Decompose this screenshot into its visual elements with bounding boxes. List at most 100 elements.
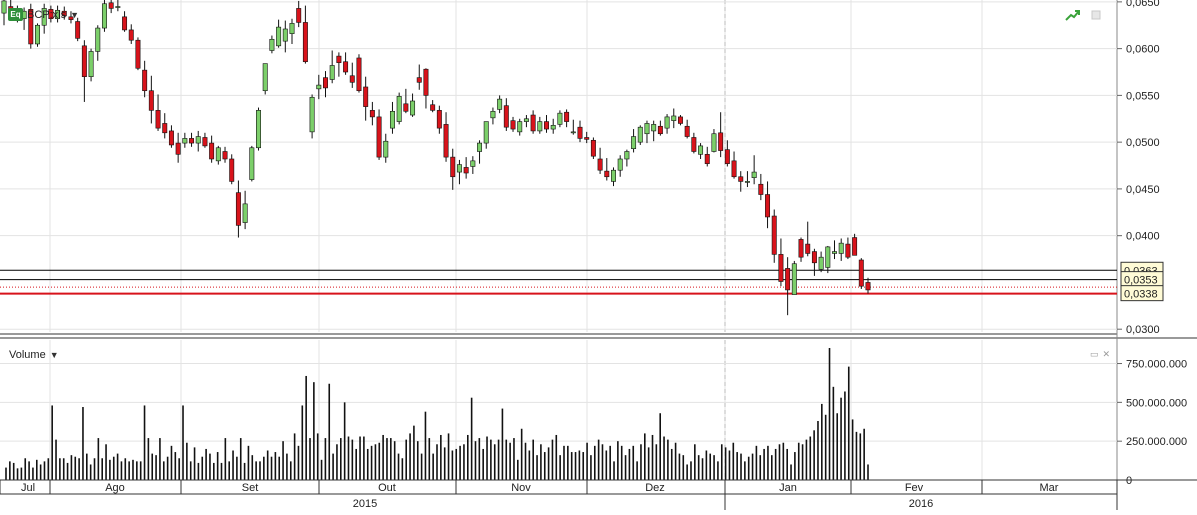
candle-up <box>55 9 61 20</box>
candle-up <box>490 110 496 119</box>
volume-tick-label: 0 <box>1126 475 1132 487</box>
candle-up <box>550 125 556 130</box>
ticker-label: BCP:xls <box>27 8 67 21</box>
candle-up <box>523 118 529 122</box>
candle-up <box>262 63 268 92</box>
minimize-icon[interactable]: ▭ <box>1090 349 1099 359</box>
candle-down <box>68 16 74 20</box>
candle-down <box>544 121 549 130</box>
candle-up <box>651 124 657 132</box>
candle-down <box>122 16 128 31</box>
candle-up <box>644 123 650 135</box>
close-icon[interactable]: ✕ <box>1102 349 1111 359</box>
candle-up <box>537 121 543 132</box>
candle-down <box>604 170 610 178</box>
candle-down <box>657 125 663 135</box>
candle-down <box>530 114 536 132</box>
candle-down <box>323 77 328 89</box>
volume-tick-label: 750.000.000 <box>1126 359 1187 371</box>
candle-down <box>436 110 442 129</box>
price-level-label: 0,0338 <box>1124 289 1158 301</box>
candle-up <box>570 131 576 134</box>
candle-up <box>611 169 616 182</box>
candle-down <box>296 8 302 23</box>
candle-down <box>811 251 817 264</box>
candle-down <box>48 9 54 20</box>
candle-down <box>28 9 34 45</box>
candle-down <box>343 61 349 73</box>
candle-down <box>443 124 449 158</box>
month-label: Mar <box>1040 482 1059 494</box>
candle-down <box>189 138 195 144</box>
candle-down <box>416 77 422 83</box>
candle-up <box>818 256 824 270</box>
panel-settings-icon[interactable] <box>1091 10 1101 20</box>
candle-down <box>510 120 516 130</box>
candle-up <box>751 171 757 178</box>
candle-up <box>744 181 750 183</box>
candle-up <box>470 160 476 167</box>
candle-down <box>684 125 690 137</box>
month-label: Fev <box>905 482 924 494</box>
chart-toolbar <box>1065 8 1101 22</box>
candle-down <box>778 254 784 282</box>
candle-down <box>798 239 804 258</box>
candle-down <box>858 259 864 287</box>
candle-up <box>838 242 844 254</box>
candle-down <box>785 268 791 291</box>
candle-up <box>242 203 248 223</box>
caret-down-icon: ▼ <box>49 350 59 360</box>
candle-down <box>852 237 858 256</box>
candle-up <box>664 116 670 129</box>
candle-down <box>202 137 208 147</box>
candle-up <box>41 8 47 26</box>
candle-up <box>624 151 630 160</box>
price-tick-label: 0,0400 <box>1126 231 1160 243</box>
candle-down <box>430 104 436 111</box>
price-tick-label: 0,0550 <box>1126 90 1160 102</box>
candle-up <box>282 28 288 42</box>
month-label: Dez <box>645 482 665 494</box>
candle-down <box>805 243 811 254</box>
candle-down <box>584 137 590 140</box>
candle-up <box>396 96 402 122</box>
month-label: Set <box>242 482 259 494</box>
candle-down <box>403 103 409 112</box>
candle-up <box>825 246 831 268</box>
candle-up <box>215 147 221 162</box>
candle-down <box>148 90 154 111</box>
candle-down <box>135 39 141 69</box>
price-level-box <box>1120 285 1164 302</box>
price-tick-label: 0,0450 <box>1126 184 1160 196</box>
ticker-selector[interactable]: Eq BCP:xls ▼ <box>8 8 79 21</box>
candle-down <box>590 139 596 157</box>
equity-icon: Eq <box>8 8 23 21</box>
candle-up <box>631 136 637 149</box>
candle-down <box>369 110 375 118</box>
candle-down <box>423 68 429 96</box>
candle-down <box>235 192 241 226</box>
volume-selector[interactable]: Volume ▼ <box>9 349 59 361</box>
candle-up <box>383 140 389 158</box>
candle-up <box>410 100 416 116</box>
trend-icon[interactable] <box>1065 8 1081 22</box>
candle-down <box>503 105 509 128</box>
candle-up <box>115 6 121 8</box>
candle-down <box>845 243 851 258</box>
candle-up <box>557 112 563 125</box>
volume-panel-controls: ▭ ✕ <box>1090 349 1110 360</box>
candle-down <box>758 183 764 195</box>
candle-up <box>477 142 483 152</box>
candle-down <box>128 29 134 41</box>
candle-down <box>450 156 456 178</box>
candle-up <box>182 138 188 144</box>
candle-down <box>302 22 308 63</box>
month-label: Ago <box>105 482 125 494</box>
candle-down <box>704 154 710 164</box>
candle-down <box>209 142 215 160</box>
price-tick-label: 0,0500 <box>1126 137 1160 149</box>
candle-down <box>376 116 382 158</box>
candle-down <box>718 132 724 151</box>
candle-down <box>61 10 67 17</box>
candle-down <box>108 2 114 9</box>
